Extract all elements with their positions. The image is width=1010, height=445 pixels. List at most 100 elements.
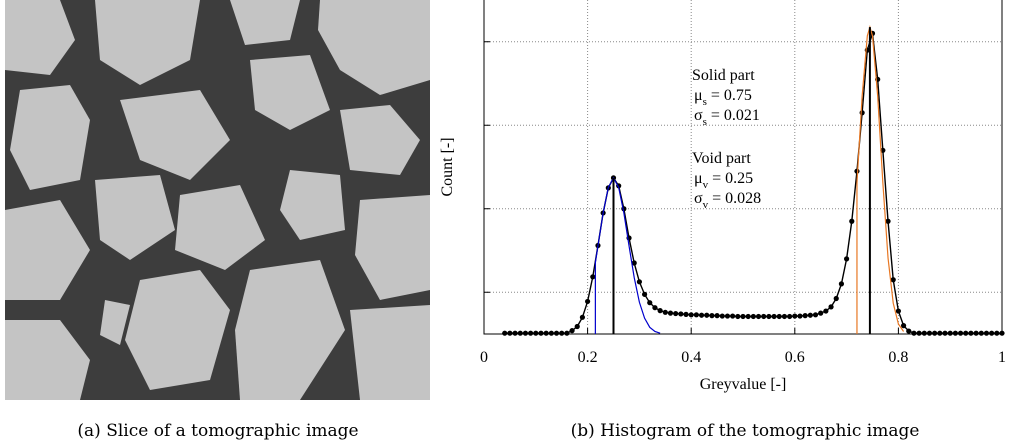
data-point bbox=[818, 310, 824, 316]
annotation-title: Void part bbox=[692, 150, 751, 167]
data-point bbox=[823, 308, 829, 314]
data-point bbox=[559, 330, 565, 336]
data-point bbox=[673, 310, 679, 317]
data-point bbox=[735, 313, 741, 320]
annotation-title: Solid part bbox=[692, 67, 755, 84]
annotation-line: μs = 0.75 bbox=[694, 87, 752, 108]
x-tick-label: 1 bbox=[998, 349, 1006, 366]
data-point bbox=[569, 328, 575, 334]
data-point bbox=[828, 304, 834, 310]
data-point bbox=[755, 313, 762, 320]
grains bbox=[5, 0, 430, 400]
value-text: = 0.75 bbox=[707, 87, 752, 104]
caption: (a) Slice of a tomographic image bbox=[77, 421, 358, 441]
data-point bbox=[999, 330, 1005, 336]
data-point bbox=[766, 313, 772, 320]
data-point bbox=[802, 313, 808, 319]
data-point bbox=[849, 218, 855, 224]
data-point bbox=[921, 330, 927, 336]
data-point bbox=[750, 313, 756, 320]
data-point bbox=[704, 312, 710, 318]
data-point bbox=[771, 313, 777, 320]
data-point bbox=[994, 330, 1000, 336]
data-point bbox=[807, 312, 813, 318]
x-tick-label: 0.8 bbox=[888, 349, 908, 366]
data-point bbox=[564, 330, 570, 336]
data-point bbox=[745, 313, 751, 320]
data-point bbox=[730, 313, 736, 319]
data-point bbox=[543, 330, 549, 336]
data-point bbox=[968, 330, 974, 336]
data-point bbox=[787, 313, 793, 320]
data-point bbox=[781, 313, 788, 320]
data-point bbox=[812, 312, 819, 318]
y-axis-label: Count [-] bbox=[439, 137, 456, 196]
data-point bbox=[942, 330, 948, 336]
data-point bbox=[957, 330, 964, 336]
x-tick-label: 0.4 bbox=[681, 349, 701, 366]
data-point bbox=[926, 330, 933, 336]
tomographic-slice bbox=[5, 0, 430, 400]
data-point bbox=[937, 330, 943, 336]
plot-frame bbox=[483, 0, 1003, 335]
data-point bbox=[678, 311, 684, 317]
data-point bbox=[636, 279, 643, 285]
data-point bbox=[973, 330, 979, 336]
data-point bbox=[890, 277, 896, 283]
data-point bbox=[740, 313, 746, 320]
data-point bbox=[662, 309, 668, 315]
data-point bbox=[647, 300, 653, 306]
data-point bbox=[688, 312, 694, 318]
data-point bbox=[797, 313, 803, 319]
caption: (b) Histogram of the tomographic image bbox=[571, 421, 920, 441]
data-point bbox=[667, 310, 674, 316]
x-tick-label: 0.2 bbox=[578, 349, 598, 366]
data-point bbox=[963, 330, 969, 336]
data-point bbox=[859, 110, 865, 116]
subscript: v bbox=[703, 179, 709, 191]
data-point bbox=[641, 291, 648, 297]
data-point bbox=[895, 308, 902, 314]
histogram-chart: 0 0.2 0.4 0.6 0.8 1 Greyvalue [-] Count [-] (b) … bbox=[439, 0, 1006, 441]
data-point bbox=[719, 313, 725, 319]
data-point bbox=[724, 313, 731, 319]
data-point bbox=[533, 330, 539, 336]
symbol: μ bbox=[694, 87, 703, 104]
annotation-line: σs = 0.021 bbox=[694, 107, 760, 128]
data-point bbox=[657, 308, 663, 314]
subscript: s bbox=[703, 116, 707, 128]
x-tick-label: 0 bbox=[480, 349, 488, 366]
data-point bbox=[590, 274, 596, 280]
data-point bbox=[947, 330, 953, 336]
series-line bbox=[594, 176, 661, 334]
data-point bbox=[714, 313, 720, 319]
data-point bbox=[776, 313, 782, 320]
x-axis-label: Greyvalue [-] bbox=[700, 376, 787, 393]
symbol: σ bbox=[694, 107, 703, 124]
data-point bbox=[698, 312, 705, 318]
data-point bbox=[978, 330, 984, 336]
data-point bbox=[548, 330, 554, 336]
data-point bbox=[833, 295, 839, 302]
x-tick-label: 0.6 bbox=[785, 349, 805, 366]
subscript: s bbox=[703, 96, 707, 108]
data-point bbox=[693, 312, 699, 318]
value-text: = 0.021 bbox=[707, 107, 760, 124]
value-text: = 0.25 bbox=[708, 170, 753, 187]
data-point bbox=[792, 313, 798, 319]
data-point bbox=[502, 330, 508, 336]
data-point bbox=[553, 330, 560, 336]
data-point bbox=[652, 305, 658, 311]
data-point bbox=[683, 311, 689, 317]
data-point bbox=[522, 330, 529, 336]
data-point bbox=[932, 330, 938, 336]
data-point bbox=[579, 314, 586, 320]
data-point bbox=[916, 330, 922, 336]
annotation-line: σv = 0.028 bbox=[694, 190, 761, 211]
data-point bbox=[838, 281, 845, 287]
data-point bbox=[517, 330, 523, 336]
data-point bbox=[631, 260, 637, 266]
symbol: μ bbox=[694, 170, 703, 187]
